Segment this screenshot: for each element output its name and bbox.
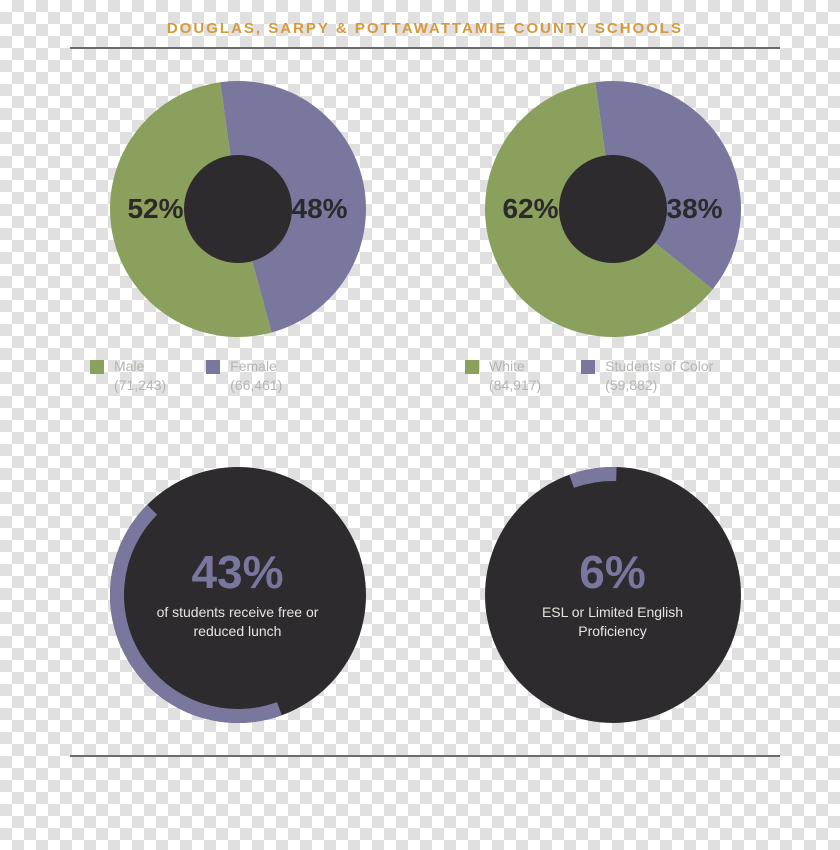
legend-label: White <box>489 358 525 374</box>
legend-label: Students of Color <box>605 358 713 374</box>
lunch-center: 43% of students receive free or reduced … <box>148 549 328 641</box>
chart-lunch: 43% of students receive free or reduced … <box>108 465 368 725</box>
chart-gender-cell: 52% 48% Male (71,243) Female (66,461) <box>70 49 405 395</box>
lunch-desc: of students receive free or reduced lunc… <box>148 603 328 641</box>
chart-esl-cell: 6% ESL or Limited English Proficiency <box>445 435 780 725</box>
chart-race-cell: 62% 38% White (84,917) Students of Color… <box>445 49 780 395</box>
legend-item: Male (71,243) <box>90 357 166 395</box>
legend-count: (84,917) <box>489 376 541 395</box>
legend-count: (59,882) <box>605 376 713 395</box>
legend-race: White (84,917) Students of Color (59,882… <box>445 357 713 395</box>
esl-desc: ESL or Limited English Proficiency <box>523 603 703 641</box>
legend-swatch <box>206 360 220 374</box>
chart-lunch-cell: 43% of students receive free or reduced … <box>70 435 405 725</box>
esl-center: 6% ESL or Limited English Proficiency <box>523 549 703 641</box>
chart-gender: 52% 48% <box>108 79 368 339</box>
page: DOUGLAS, SARPY & POTTAWATTAMIE COUNTY SC… <box>70 20 780 757</box>
legend-gender: Male (71,243) Female (66,461) <box>70 357 282 395</box>
legend-item: Students of Color (59,882) <box>581 357 713 395</box>
legend-text: White (84,917) <box>489 357 541 395</box>
race-pct-right: 38% <box>667 193 747 225</box>
legend-text: Male (71,243) <box>114 357 166 395</box>
race-pct-left: 62% <box>479 193 559 225</box>
legend-swatch <box>90 360 104 374</box>
legend-item: White (84,917) <box>465 357 541 395</box>
page-title: DOUGLAS, SARPY & POTTAWATTAMIE COUNTY SC… <box>70 20 780 47</box>
lunch-pct: 43% <box>148 549 328 595</box>
row-top: 52% 48% Male (71,243) Female (66,461) <box>70 49 780 395</box>
legend-text: Female (66,461) <box>230 357 282 395</box>
gender-pct-left: 52% <box>104 193 184 225</box>
legend-label: Female <box>230 358 277 374</box>
legend-swatch <box>581 360 595 374</box>
legend-count: (71,243) <box>114 376 166 395</box>
legend-text: Students of Color (59,882) <box>605 357 713 395</box>
gender-pct-right: 48% <box>292 193 372 225</box>
bottom-rule <box>70 755 780 757</box>
legend-label: Male <box>114 358 144 374</box>
row-bottom: 43% of students receive free or reduced … <box>70 435 780 725</box>
chart-esl: 6% ESL or Limited English Proficiency <box>483 465 743 725</box>
legend-count: (66,461) <box>230 376 282 395</box>
esl-pct: 6% <box>523 549 703 595</box>
legend-item: Female (66,461) <box>206 357 282 395</box>
chart-race: 62% 38% <box>483 79 743 339</box>
legend-swatch <box>465 360 479 374</box>
